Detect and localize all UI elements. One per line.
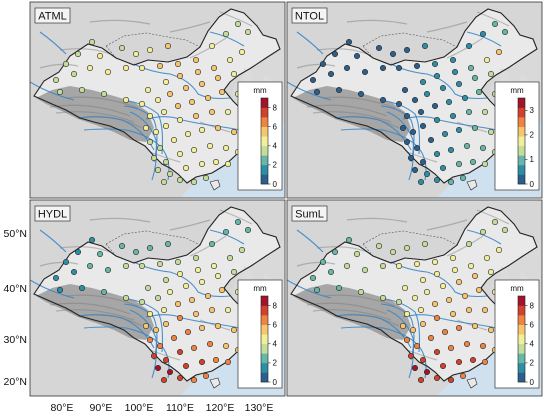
colorbar-tick-label: 6: [273, 122, 278, 131]
colorbar-tick-label: 6: [530, 320, 535, 329]
colorbar-tick-label: 6: [273, 320, 278, 329]
colorbar-tick-label: 8: [530, 301, 535, 310]
colorbar-unit: mm: [510, 86, 524, 95]
colorbar-atml: mm 0 2 4 6 8: [237, 81, 283, 191]
colorbar-tick-label: 0: [273, 180, 278, 189]
panel-frame-ntol: [286, 1, 543, 199]
colorbar-tick-label: 8: [273, 103, 278, 112]
map-panel-hydl: [30, 200, 285, 396]
colorbar-tick-label: 2: [273, 161, 278, 170]
colorbar-tick-label: 4: [273, 340, 278, 349]
lat-label-30n: 30°N: [4, 334, 27, 346]
map-panel-ntol: [287, 2, 542, 198]
panel-frame-suml: [286, 199, 543, 397]
colorbar-tick-label: 8: [273, 301, 278, 310]
colorbar-tick-label: 2: [530, 131, 535, 140]
colorbar-unit: mm: [510, 284, 524, 293]
colorbar-tick-label: 2: [530, 359, 535, 368]
lat-label-20n: 20°N: [4, 376, 27, 388]
panel-frame-atml: [29, 1, 286, 199]
panel-label-hydl: HYDL: [34, 205, 71, 222]
lon-label-90e: 90°E: [90, 402, 113, 414]
panel-label-atml: ATML: [34, 7, 71, 24]
svg-text:NTOL: NTOL: [295, 11, 324, 23]
colorbar-tick-label: 0: [530, 180, 535, 189]
colorbar-unit: mm: [253, 86, 267, 95]
longitude-labels: 80°E 90°E 100°E 110°E 120°E 130°E: [51, 402, 274, 414]
colorbar-ntol: mm 0 1 2 3: [494, 81, 540, 191]
colorbar-tick-label: 1: [530, 155, 535, 164]
panel-frame-hydl: [29, 199, 286, 397]
colorbar-tick-label: 4: [273, 142, 278, 151]
lat-label-50n: 50°N: [4, 228, 27, 240]
map-panel-atml: [30, 2, 285, 198]
panel-label-suml: SumL: [291, 205, 328, 222]
colorbar-unit: mm: [253, 284, 267, 293]
lon-label-120e: 120°E: [206, 402, 235, 414]
colorbar-tick-label: 3: [530, 106, 535, 115]
colorbar-hydl: mm 0 2 4 6 8: [237, 279, 283, 389]
lon-label-80e: 80°E: [51, 402, 74, 414]
colorbar-suml: mm 0 2 4 6 8: [494, 279, 540, 389]
lon-label-110e: 110°E: [166, 402, 194, 414]
colorbar-tick-label: 4: [530, 340, 535, 349]
colorbar-tick-label: 0: [273, 378, 278, 387]
svg-text:ATML: ATML: [38, 11, 67, 23]
svg-text:SumL: SumL: [295, 209, 324, 221]
colorbar-tick-label: 0: [530, 378, 535, 387]
colorbar-tick-label: 2: [273, 359, 278, 368]
lat-label-40n: 40°N: [4, 283, 27, 295]
svg-text:HYDL: HYDL: [38, 209, 67, 221]
panel-label-ntol: NTOL: [291, 7, 328, 24]
lon-label-100e: 100°E: [125, 402, 154, 414]
latitude-labels: 50°N 40°N 30°N 20°N: [4, 228, 27, 388]
lon-label-130e: 130°E: [245, 402, 274, 414]
